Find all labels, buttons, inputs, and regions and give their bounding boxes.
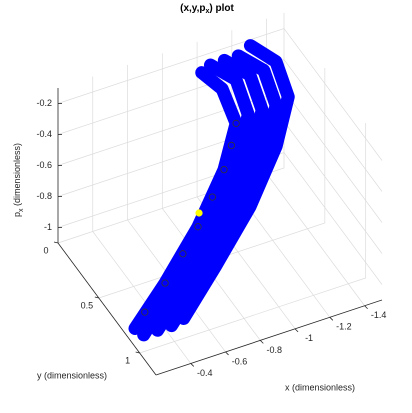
- x-tick: [364, 305, 368, 310]
- chart-title: (x,y,px) plot: [180, 3, 234, 15]
- zlabel-end: (dimensionless): [12, 143, 22, 209]
- marker: [179, 250, 187, 258]
- x-tick-label: -0.4: [197, 368, 213, 378]
- highlight-marker: [195, 209, 203, 217]
- z-tick-label: -0.8: [36, 191, 52, 201]
- x-tick: [329, 317, 334, 321]
- x-tick-label: -0.8: [267, 345, 283, 355]
- grid-line: [57, 13, 285, 244]
- x-tick: [190, 363, 195, 367]
- zlabel-sub: x: [18, 208, 25, 212]
- marker: [227, 141, 235, 149]
- zlabel-text: p: [12, 212, 22, 217]
- trajectory: [137, 58, 255, 342]
- x-tick: [294, 328, 299, 333]
- x-tick-label: -0.6: [232, 356, 248, 366]
- z-tick-label: -0.4: [36, 129, 52, 139]
- trajectory: [151, 53, 269, 337]
- marker: [232, 119, 240, 127]
- marker: [161, 279, 169, 287]
- x-tick: [260, 340, 264, 344]
- z-tick-label: -1: [44, 222, 52, 232]
- y-tick-label: 0: [43, 245, 48, 255]
- y-tick-label: 0.5: [81, 300, 94, 310]
- grid-line: [139, 123, 367, 354]
- y-tick: [135, 351, 140, 354]
- x-tick-label: -1.4: [371, 310, 387, 320]
- marker: [141, 308, 149, 316]
- y-axis-label: y (dimensionless): [37, 370, 107, 380]
- title-sub: x: [206, 8, 210, 15]
- trajectory: [128, 66, 243, 335]
- y-tick: [53, 241, 59, 244]
- marker: [194, 223, 202, 231]
- title-text: (x,y,p: [180, 3, 205, 14]
- marker: [208, 193, 216, 201]
- marker: [220, 166, 228, 174]
- z-tick-label: -0.6: [36, 160, 52, 170]
- z-axis-label: px (dimensionless): [12, 143, 24, 217]
- trajectory: [177, 39, 295, 325]
- x-tick-label: -1.2: [336, 322, 352, 332]
- y-tick: [94, 296, 99, 299]
- z-tick-label: -0.2: [36, 98, 52, 108]
- x-axis-label: x (dimensionless): [285, 382, 355, 392]
- x-tick-label: -1: [305, 333, 313, 343]
- x-axis-line: [155, 299, 383, 376]
- title-end: ) plot: [209, 3, 234, 14]
- y-tick-label: 1: [125, 355, 130, 365]
- x-tick: [225, 351, 229, 356]
